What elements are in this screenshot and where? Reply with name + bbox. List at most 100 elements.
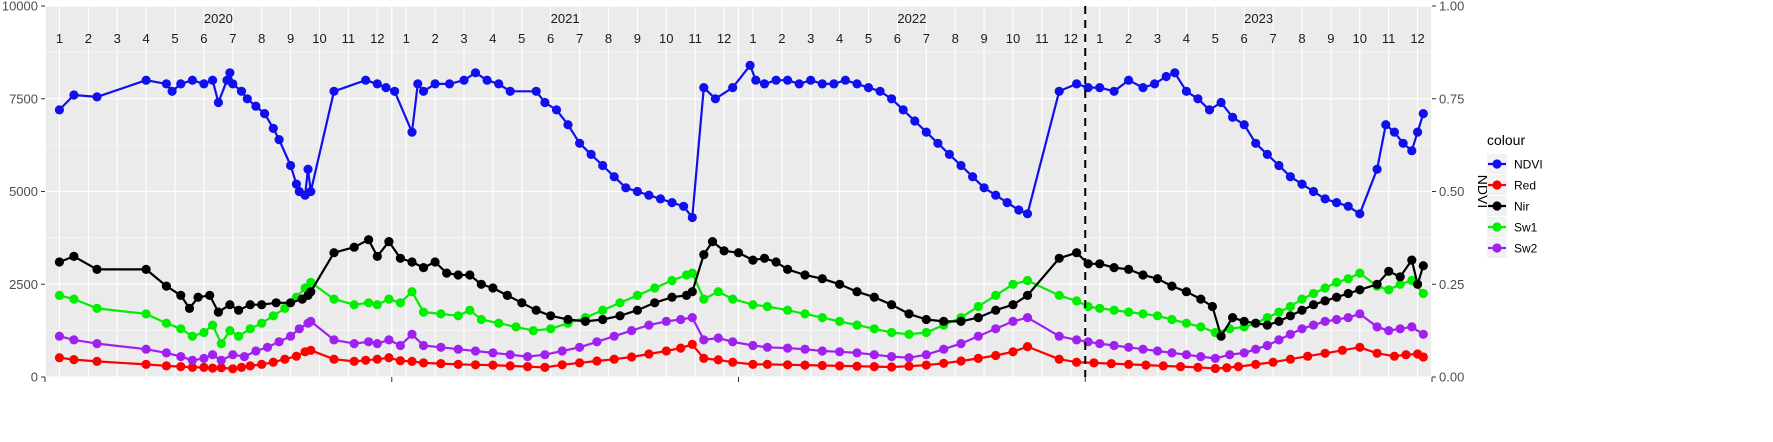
data-point-ndvi	[531, 86, 541, 96]
month-label: 11	[342, 31, 356, 46]
data-point-sw2	[699, 335, 709, 345]
data-point-nir	[184, 303, 195, 313]
data-point-ndvi	[242, 94, 252, 104]
data-point-ndvi	[751, 75, 761, 85]
data-point-ndvi	[286, 160, 296, 171]
data-point-sw1	[395, 298, 405, 308]
data-point-nir	[1332, 292, 1342, 302]
data-point-red	[783, 360, 793, 370]
data-point-sw1	[329, 294, 339, 304]
data-point-red	[1193, 362, 1203, 372]
data-point-nir	[598, 314, 608, 325]
data-point-sw1	[991, 290, 1001, 300]
month-label: 9	[980, 31, 987, 46]
data-point-red	[800, 360, 810, 370]
data-point-nir	[1320, 296, 1330, 306]
data-point-ndvi	[586, 149, 596, 159]
legend-label: NDVI	[1514, 158, 1543, 172]
series-line-ndvi	[58, 64, 1425, 219]
data-point-sw2	[748, 340, 758, 351]
data-point-ndvi	[687, 212, 697, 223]
data-point-red	[1355, 342, 1365, 352]
data-point-ndvi	[745, 60, 755, 70]
data-point-red	[54, 353, 64, 363]
data-point-sw1	[869, 324, 879, 334]
data-point-sw2	[676, 314, 686, 325]
data-point-sw2	[1355, 309, 1365, 319]
month-label: 6	[547, 31, 554, 46]
data-point-sw1	[713, 287, 723, 297]
data-point-ndvi	[372, 79, 382, 89]
data-point-sw1	[268, 311, 278, 321]
data-point-sw1	[817, 313, 827, 323]
data-point-red	[1251, 359, 1261, 369]
data-point-nir	[1384, 266, 1394, 276]
data-point-red	[361, 355, 371, 365]
data-point-ndvi	[632, 186, 643, 197]
data-point-sw2	[1343, 313, 1353, 323]
data-point-red	[1285, 354, 1295, 364]
data-point-nir	[257, 300, 267, 310]
data-point-sw1	[1285, 301, 1295, 312]
data-point-red	[436, 359, 446, 369]
data-point-red	[540, 362, 550, 372]
month-label: 8	[605, 31, 612, 46]
data-point-sw1	[667, 275, 677, 286]
data-point-nir	[687, 287, 697, 297]
data-point-nir	[245, 300, 255, 310]
series-red	[54, 339, 1428, 374]
data-point-sw1	[208, 320, 218, 330]
data-point-sw2	[1196, 352, 1206, 362]
data-point-nir	[69, 251, 79, 261]
month-label: 9	[634, 31, 641, 46]
year-label: 2021	[551, 11, 580, 26]
data-point-nir	[1207, 301, 1217, 312]
data-point-ndvi	[655, 194, 666, 204]
data-point-sw2	[364, 337, 374, 347]
data-point-red	[176, 362, 186, 372]
data-point-ndvi	[1418, 109, 1428, 119]
data-point-nir	[817, 274, 827, 284]
data-point-red	[1268, 357, 1278, 367]
data-point-sw1	[1008, 279, 1018, 289]
data-point-nir	[1228, 313, 1238, 323]
data-point-sw1	[615, 298, 625, 308]
legend-key-point	[1492, 159, 1502, 169]
data-point-red	[245, 361, 255, 371]
right-axis-tick-label: 0.25	[1439, 277, 1464, 292]
year-label: 2020	[204, 11, 233, 26]
data-point-sw1	[1384, 285, 1394, 295]
data-point-red	[835, 361, 845, 371]
data-point-nir	[141, 264, 151, 274]
data-point-nir	[887, 300, 897, 310]
data-point-red	[687, 339, 697, 349]
data-point-ndvi	[759, 79, 770, 89]
data-point-ndvi	[268, 123, 278, 133]
data-point-sw1	[465, 305, 475, 315]
month-label: 7	[1269, 31, 1276, 46]
data-point-sw2	[1239, 348, 1249, 358]
data-point-nir	[488, 283, 498, 293]
month-label: 7	[923, 31, 930, 46]
data-point-ndvi	[1285, 172, 1295, 182]
data-point-sw1	[699, 294, 709, 304]
data-point-sw2	[1210, 353, 1220, 363]
month-label: 5	[518, 31, 525, 46]
data-point-red	[676, 343, 686, 353]
data-point-sw1	[1355, 268, 1365, 278]
month-label: 6	[1241, 31, 1248, 46]
data-point-sw1	[1395, 279, 1405, 289]
data-point-ndvi	[910, 116, 920, 126]
data-point-sw2	[1384, 326, 1394, 336]
data-point-ndvi	[236, 86, 247, 96]
right-axis-tick-label: 1.00	[1439, 0, 1464, 14]
data-point-ndvi	[260, 109, 270, 119]
data-point-sw2	[407, 329, 417, 339]
data-point-sw1	[349, 300, 359, 310]
month-label: 10	[312, 31, 326, 46]
data-point-nir	[1407, 255, 1417, 265]
legend-item-nir: Nir	[1487, 196, 1529, 216]
data-point-sw1	[1152, 311, 1163, 321]
data-point-ndvi	[225, 68, 235, 78]
data-point-sw1	[1320, 283, 1330, 293]
